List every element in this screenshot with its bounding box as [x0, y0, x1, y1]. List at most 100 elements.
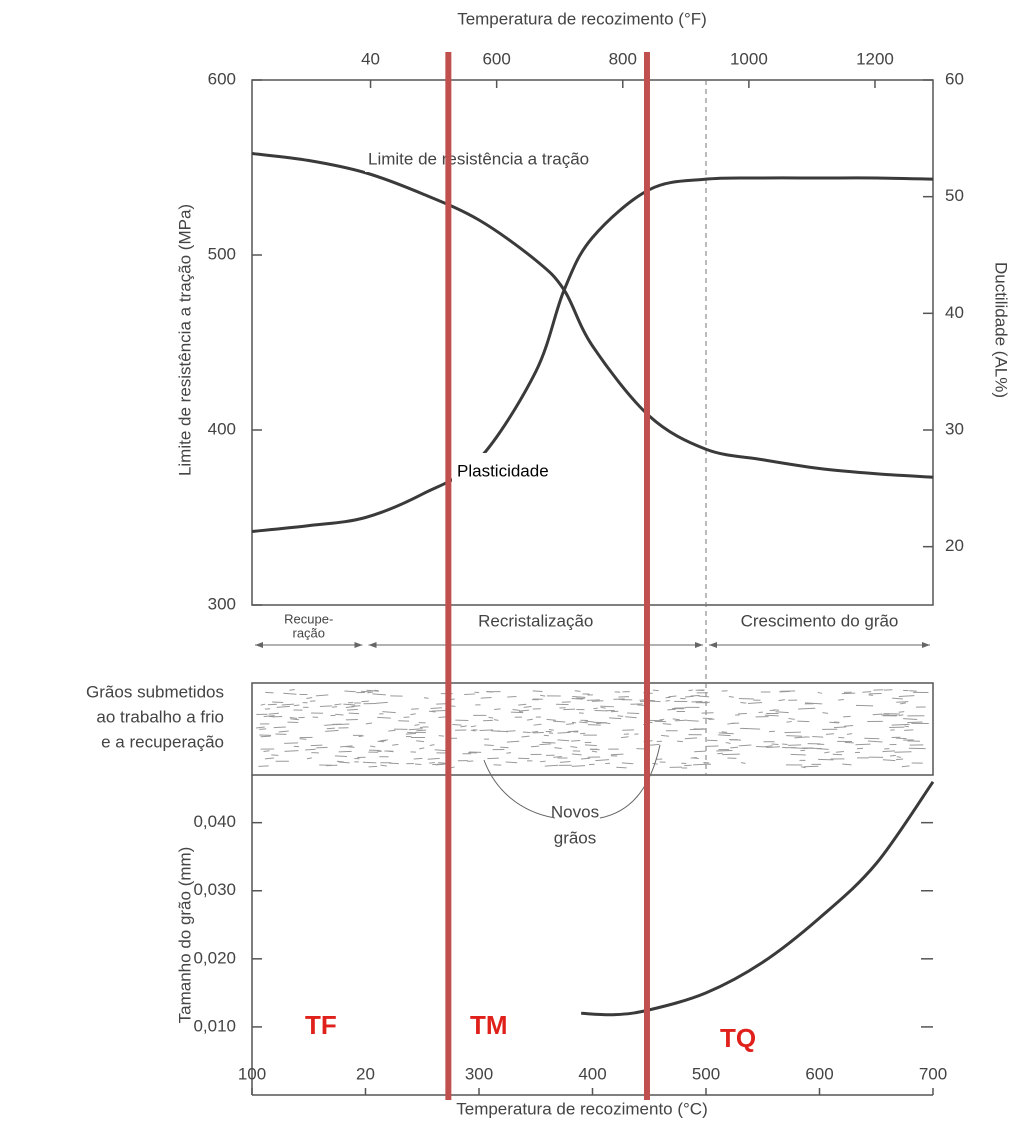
- grain-stroke: [506, 753, 511, 754]
- grain-stroke: [659, 719, 664, 720]
- x-tick-label: 500: [692, 1064, 720, 1083]
- grain-stroke: [653, 690, 659, 691]
- y2-tick-label: 40: [945, 303, 964, 322]
- grain-stroke: [480, 730, 493, 731]
- x-tick-label: 600: [805, 1064, 833, 1083]
- grain-stroke: [265, 692, 273, 693]
- grain-stroke: [896, 759, 903, 760]
- grain-stroke: [836, 751, 844, 752]
- grain-stroke: [892, 724, 910, 725]
- grain-stroke: [271, 755, 278, 756]
- grain-stroke: [905, 726, 909, 727]
- grain-stroke: [484, 745, 494, 746]
- structure-label: Grãos submetidos: [86, 682, 224, 701]
- grain-stroke: [500, 747, 508, 748]
- grain-stroke: [812, 736, 823, 737]
- x2-tick-label: 1200: [856, 49, 894, 68]
- grain-stroke: [611, 754, 623, 755]
- x2-tick-label: 40: [361, 49, 380, 68]
- grain-stroke: [787, 722, 792, 723]
- grain-stroke: [667, 709, 675, 710]
- grain-stroke: [274, 727, 286, 728]
- grain-stroke: [531, 746, 539, 747]
- grain-stroke: [739, 698, 754, 699]
- grain-stroke: [414, 725, 419, 726]
- grain-stroke: [540, 761, 546, 762]
- grain-stroke: [592, 701, 604, 702]
- zone-label: TQ: [720, 1023, 756, 1053]
- grain-stroke: [294, 705, 299, 706]
- zone-label: TM: [470, 1010, 508, 1040]
- structure-label: ao trabalho a frio: [96, 707, 224, 726]
- grain-stroke: [907, 722, 922, 723]
- grain-stroke: [838, 699, 844, 700]
- grain-stroke: [826, 734, 834, 735]
- grain-stroke: [904, 730, 913, 731]
- grain-stroke: [788, 745, 801, 746]
- grain-stroke: [722, 754, 740, 755]
- grain-stroke: [691, 695, 700, 696]
- grain-stroke: [722, 732, 727, 733]
- grain-stroke: [452, 725, 461, 726]
- y-tick-label: 500: [208, 244, 236, 263]
- y-tick-label: 0,020: [193, 948, 236, 967]
- region-label: Recristalização: [478, 611, 593, 630]
- grain-stroke: [481, 698, 492, 699]
- grain-stroke: [862, 692, 871, 693]
- grain-stroke: [464, 694, 475, 695]
- grain-stroke: [694, 751, 706, 752]
- region-label: ração: [292, 625, 325, 640]
- grain-stroke: [847, 734, 852, 735]
- grain-stroke: [687, 721, 699, 722]
- grain-stroke: [703, 718, 713, 719]
- grain-stroke: [857, 748, 863, 749]
- grain-stroke: [890, 755, 896, 756]
- grain-stroke: [618, 716, 624, 717]
- y-tick-label: 300: [208, 594, 236, 613]
- grain-stroke: [326, 765, 337, 766]
- grain-stroke: [580, 733, 585, 734]
- grain-stroke: [896, 702, 908, 703]
- grain-stroke: [616, 767, 626, 768]
- grain-stroke: [533, 691, 543, 692]
- grain-stroke: [572, 698, 583, 699]
- x-tick-label: 20: [356, 1064, 375, 1083]
- grain-stroke: [665, 701, 669, 702]
- y-tick-label: 0,030: [193, 880, 236, 899]
- grain-stroke: [532, 732, 538, 733]
- x-tick-label: 400: [578, 1064, 606, 1083]
- structure-label: e a recuperação: [101, 732, 224, 751]
- grain-stroke: [833, 754, 842, 755]
- grain-stroke: [627, 713, 639, 714]
- grain-stroke: [703, 762, 709, 763]
- grain-stroke: [619, 699, 625, 700]
- grain-stroke: [416, 730, 426, 731]
- grain-stroke: [786, 736, 802, 737]
- grain-stroke: [316, 747, 327, 748]
- x2-tick-label: 800: [609, 49, 637, 68]
- new-grains-label: grãos: [554, 828, 597, 847]
- region-label: Recupe-: [284, 611, 333, 626]
- y2-tick-label: 50: [945, 186, 964, 205]
- y-tick-label: 400: [208, 419, 236, 438]
- grain-stroke: [784, 732, 800, 733]
- grain-stroke: [838, 737, 844, 738]
- grain-stroke: [363, 762, 376, 763]
- grain-stroke: [855, 744, 870, 745]
- y-tick-label: 0,040: [193, 812, 236, 831]
- grain-stroke: [842, 693, 855, 694]
- grain-stroke: [677, 741, 683, 742]
- grain-stroke: [523, 732, 531, 733]
- grain-stroke: [729, 740, 741, 741]
- grain-stroke: [741, 763, 745, 764]
- grain-stroke: [581, 758, 590, 759]
- y2-axis-label: Ductilidade (AL%): [992, 262, 1011, 398]
- grain-stroke: [424, 698, 429, 699]
- x-tick-label: 700: [919, 1064, 947, 1083]
- grain-stroke: [797, 721, 809, 722]
- grain-stroke: [798, 708, 815, 709]
- x-tick-label: 100: [238, 1064, 266, 1083]
- grain-stroke: [377, 717, 391, 718]
- grain-stroke: [268, 704, 277, 705]
